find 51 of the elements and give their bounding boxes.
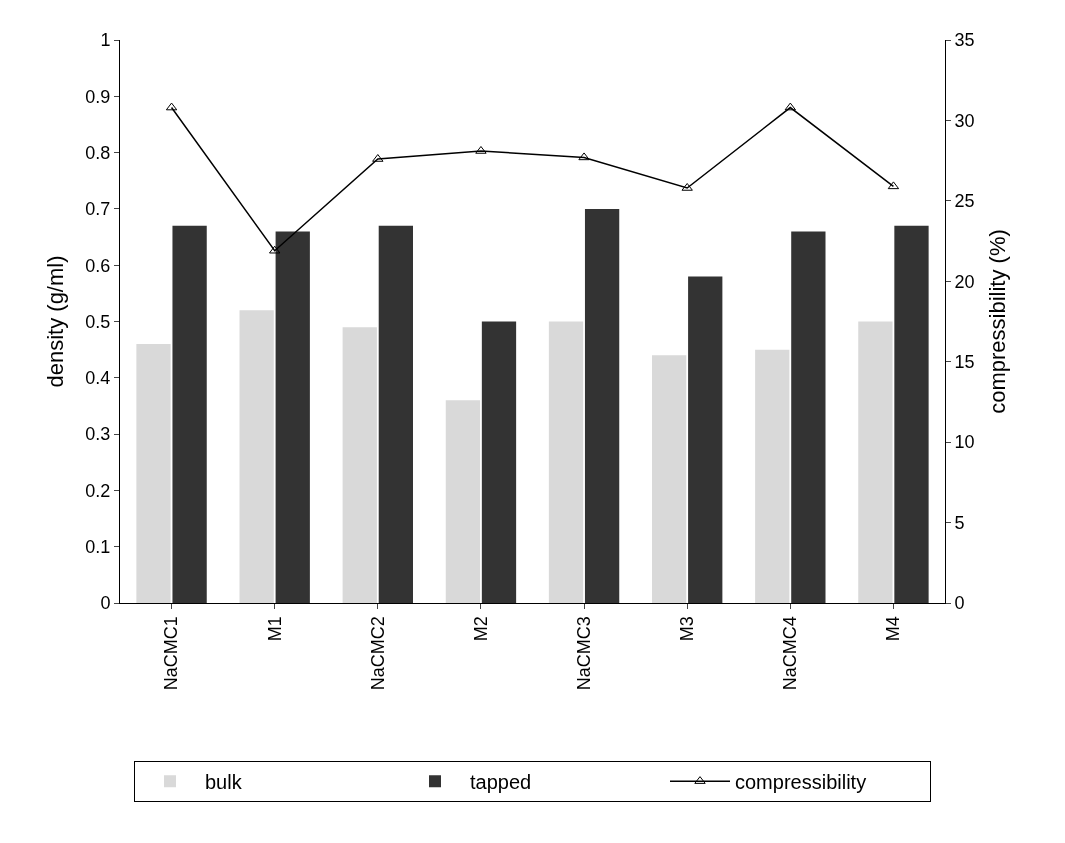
y2-axis-title: compressibility (%) bbox=[984, 229, 1010, 414]
x-tick-label: M2 bbox=[470, 616, 491, 642]
bar bbox=[342, 327, 377, 603]
x-tick-label: NaCMC1 bbox=[161, 616, 182, 691]
bar bbox=[445, 400, 481, 603]
point bbox=[578, 152, 590, 161]
y-tick-label: 0.2 bbox=[85, 480, 111, 501]
y-tick-label: 0.8 bbox=[85, 142, 111, 163]
bar bbox=[239, 310, 274, 603]
y-tick-label: 0.5 bbox=[85, 311, 111, 332]
y2-tick-label: 25 bbox=[954, 191, 975, 212]
legend-label: bulk bbox=[205, 770, 243, 793]
y2-tick-label: 30 bbox=[954, 110, 975, 131]
y-axis-title: density (g/ml) bbox=[43, 255, 69, 388]
x-tick-label: NaCMC2 bbox=[367, 616, 388, 691]
y2-tick-label: 5 bbox=[954, 512, 965, 533]
bar bbox=[378, 225, 413, 603]
x-tick-label: M4 bbox=[883, 616, 904, 642]
bar bbox=[894, 225, 929, 603]
bar bbox=[548, 321, 584, 603]
bar bbox=[584, 208, 620, 603]
point bbox=[681, 182, 693, 191]
bar bbox=[858, 321, 893, 603]
bar bbox=[172, 225, 207, 603]
y2-tick-label: 35 bbox=[954, 30, 975, 51]
point bbox=[475, 145, 487, 154]
x-tick-label: NaCMC4 bbox=[780, 616, 801, 691]
y-tick-label: 0.3 bbox=[85, 424, 111, 445]
y-tick-label: 0.4 bbox=[85, 368, 111, 389]
x-tick-label: M3 bbox=[677, 616, 698, 642]
y2-tick-label: 15 bbox=[954, 352, 975, 373]
y-tick-label: 0.7 bbox=[85, 199, 111, 220]
x-tick-label: NaCMC3 bbox=[573, 616, 594, 691]
y2-tick-label: 0 bbox=[954, 593, 965, 614]
bar bbox=[275, 231, 310, 603]
x-tick-label: M1 bbox=[264, 616, 285, 642]
y-tick-label: 0.1 bbox=[85, 537, 111, 557]
bar bbox=[481, 321, 517, 603]
bar bbox=[136, 344, 171, 603]
y-tick-label: 0 bbox=[100, 593, 111, 614]
legend-label: tapped bbox=[470, 770, 532, 793]
bar bbox=[652, 355, 687, 603]
y2-tick-label: 10 bbox=[954, 432, 975, 453]
y-tick-label: 1 bbox=[100, 30, 111, 51]
bar bbox=[791, 231, 826, 603]
y-tick-label: 0.9 bbox=[85, 86, 111, 107]
legend-label: compressibility bbox=[735, 770, 867, 793]
bar bbox=[755, 349, 790, 603]
y-tick-label: 0.6 bbox=[85, 255, 111, 276]
bar bbox=[688, 276, 723, 603]
y2-tick-label: 20 bbox=[954, 271, 975, 292]
